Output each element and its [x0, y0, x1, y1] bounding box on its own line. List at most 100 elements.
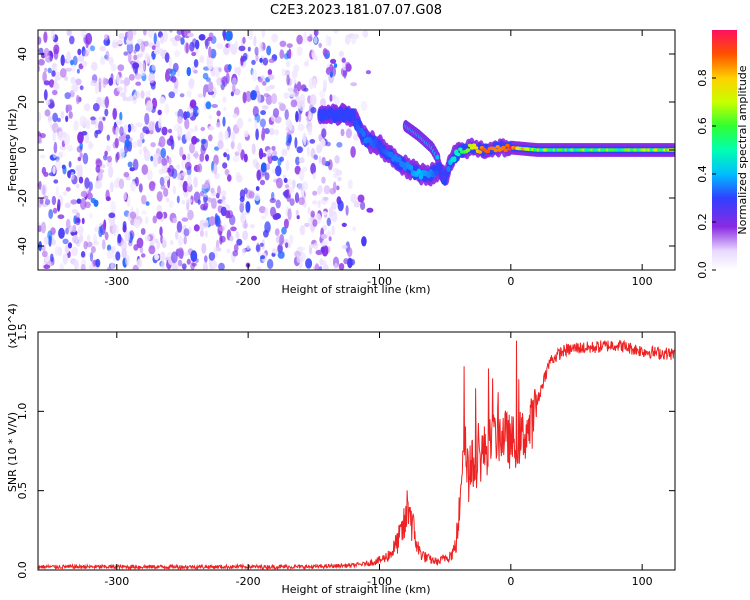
noise-speckle	[254, 119, 258, 130]
noise-speckle	[318, 266, 323, 270]
noise-speckle	[98, 120, 104, 133]
noise-speckle	[67, 242, 73, 249]
noise-speckle	[77, 156, 82, 162]
noise-speckle	[332, 211, 338, 223]
noise-speckle	[313, 154, 318, 160]
noise-speckle	[106, 249, 114, 259]
noise-speckle	[160, 147, 167, 159]
noise-speckle	[52, 207, 58, 214]
noise-speckle	[281, 148, 288, 157]
chart-title: C2E3.2023.181.07.07.G08	[270, 3, 442, 18]
noise-speckle	[272, 150, 278, 157]
noise-speckle	[38, 111, 42, 122]
noise-speckle	[106, 134, 111, 141]
noise-speckle	[316, 142, 322, 154]
noise-speckle	[279, 103, 286, 112]
noise-speckle	[313, 78, 317, 89]
noise-speckle	[177, 247, 184, 259]
noise-speckle	[185, 42, 189, 54]
noise-speckle	[240, 212, 247, 223]
noise-speckle	[202, 261, 208, 270]
noise-speckle	[279, 49, 285, 60]
noise-speckle	[62, 165, 67, 175]
noise-speckle	[308, 77, 314, 90]
noise-speckle	[40, 183, 48, 196]
noise-speckle	[123, 191, 127, 201]
noise-speckle	[261, 30, 265, 38]
noise-speckle	[222, 30, 226, 38]
noise-speckle	[238, 45, 246, 52]
noise-speckle	[104, 108, 109, 117]
noise-speckle	[258, 148, 264, 160]
noise-speckle	[86, 234, 91, 243]
noise-speckle	[165, 197, 170, 203]
noise-speckle	[127, 123, 132, 133]
noise-speckle	[216, 43, 224, 50]
noise-speckle	[105, 145, 111, 152]
noise-speckle	[65, 67, 72, 72]
noise-speckle	[266, 45, 272, 56]
noise-speckle	[327, 36, 332, 47]
noise-speckle	[200, 144, 206, 155]
noise-speckle	[164, 103, 170, 115]
signal-core	[377, 139, 382, 146]
noise-speckle	[237, 142, 242, 154]
noise-speckle	[134, 43, 141, 52]
spectrogram-x-tick-label: -200	[236, 275, 261, 288]
noise-speckle	[275, 199, 281, 209]
noise-speckle	[248, 191, 255, 199]
noise-speckle	[159, 96, 166, 104]
noise-speckle	[143, 30, 147, 36]
noise-speckle	[216, 77, 223, 86]
spectrogram-y-tick-label: -40	[16, 237, 29, 255]
noise-speckle	[63, 133, 71, 146]
noise-speckle	[276, 177, 283, 189]
noise-speckle	[302, 166, 308, 173]
noise-speckle	[255, 186, 260, 191]
noise-speckle	[275, 165, 282, 177]
colorbar-label: Normalized spectral amplitude	[736, 65, 749, 234]
noise-speckle	[90, 80, 97, 87]
noise-speckle	[51, 239, 56, 246]
snr-x-tick-label: 0	[507, 575, 514, 588]
noise-speckle	[174, 35, 182, 41]
noise-speckle	[141, 164, 149, 176]
noise-speckle	[75, 212, 81, 218]
noise-speckle	[279, 237, 283, 247]
spectrogram-y-label: Frequency (Hz)	[6, 109, 19, 192]
noise-speckle	[133, 244, 139, 251]
noise-speckle	[221, 195, 226, 201]
noise-speckle	[277, 157, 282, 166]
noise-speckle	[117, 233, 122, 244]
noise-speckle	[194, 125, 198, 132]
signal-core	[361, 131, 366, 137]
noise-speckle	[102, 116, 106, 121]
noise-speckle	[43, 31, 48, 43]
noise-speckle	[69, 35, 75, 45]
noise-speckle	[183, 235, 187, 245]
noise-speckle	[164, 52, 170, 63]
noise-speckle	[72, 224, 77, 233]
noise-speckle	[251, 69, 258, 82]
noise-speckle	[327, 159, 333, 171]
noise-speckle	[222, 96, 227, 103]
noise-speckle	[181, 263, 187, 270]
noise-speckle	[83, 103, 91, 112]
noise-speckle	[341, 244, 348, 249]
noise-speckle	[285, 118, 292, 128]
noise-speckle	[248, 117, 252, 123]
noise-speckle	[124, 139, 130, 149]
noise-speckle	[231, 130, 236, 142]
noise-speckle	[268, 58, 275, 63]
noise-speckle	[290, 78, 296, 84]
noise-speckle	[340, 128, 345, 137]
noise-speckle	[177, 259, 183, 267]
colorbar-tick-label: 0.6	[696, 117, 709, 135]
noise-speckle	[102, 77, 107, 89]
noise-speckle	[80, 198, 87, 210]
noise-speckle	[123, 51, 129, 56]
noise-speckle	[79, 152, 83, 159]
noise-speckle	[209, 262, 214, 270]
noise-speckle	[234, 40, 238, 50]
noise-speckle	[235, 231, 240, 240]
